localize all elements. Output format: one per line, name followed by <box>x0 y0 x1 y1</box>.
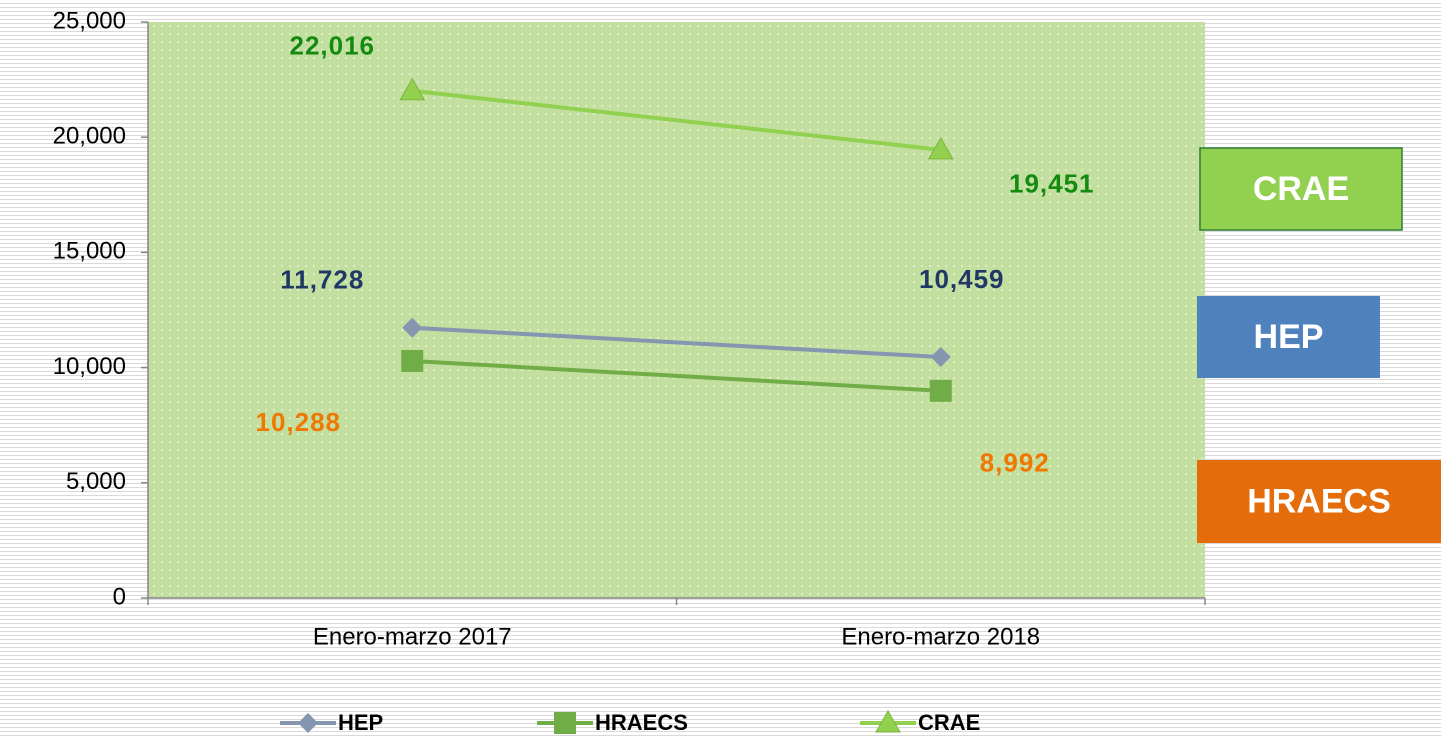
series-line <box>412 325 941 360</box>
legend-label: CRAE <box>918 710 980 735</box>
series-box <box>1197 460 1441 543</box>
legend-label: HEP <box>338 710 383 735</box>
series-box-label: HEP <box>1254 318 1324 356</box>
series-box-label: CRAE <box>1253 170 1349 208</box>
series-box <box>1197 296 1380 378</box>
legend-label: HRAECS <box>595 710 688 735</box>
x-tick-label: Enero-marzo 2017 <box>313 623 512 650</box>
data-label: 19,451 <box>1009 169 1095 199</box>
series-line <box>412 88 941 152</box>
point-marker <box>927 136 954 160</box>
y-tick-label: 0 <box>113 583 126 610</box>
legend-marker <box>298 713 318 733</box>
legend-marker <box>875 709 901 733</box>
y-tick-label: 20,000 <box>53 123 126 150</box>
data-label: 22,016 <box>289 31 375 61</box>
y-tick-label: 25,000 <box>53 7 126 34</box>
data-label: 11,728 <box>280 265 364 295</box>
y-tick-label: 10,000 <box>53 353 126 380</box>
point-marker <box>930 347 951 368</box>
point-marker <box>402 317 423 338</box>
plot-area <box>148 22 1205 598</box>
y-tick-label: 5,000 <box>66 468 126 495</box>
series-box <box>1199 147 1403 231</box>
point-marker <box>929 379 952 402</box>
data-label: 10,459 <box>919 264 1005 294</box>
series-line <box>412 358 941 393</box>
point-marker <box>399 77 426 101</box>
legend-marker <box>554 712 576 734</box>
series-box-label: HRAECS <box>1247 482 1391 520</box>
data-label: 8,992 <box>980 448 1050 478</box>
data-label: 10,288 <box>255 407 341 437</box>
y-tick-label: 15,000 <box>53 238 126 265</box>
point-marker <box>401 349 424 372</box>
x-tick-label: Enero-marzo 2018 <box>841 623 1040 650</box>
